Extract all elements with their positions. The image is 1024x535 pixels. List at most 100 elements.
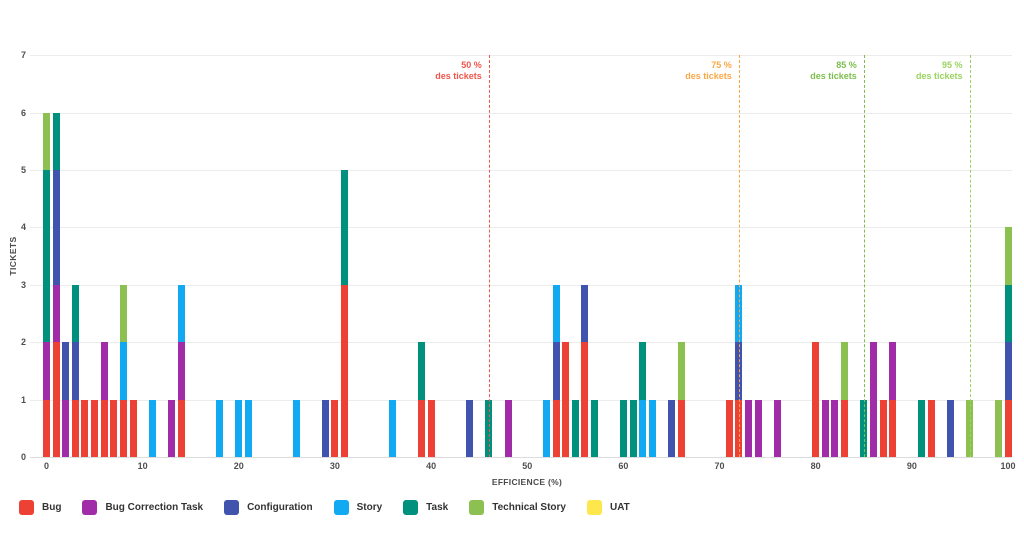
bar-x0-segment-task[interactable] xyxy=(43,170,50,343)
bar-x60-segment-task[interactable] xyxy=(619,399,627,457)
bar-x1-segment-bug[interactable] xyxy=(52,342,60,457)
bar-x65-segment-configuration[interactable] xyxy=(667,399,675,457)
bar-x40-segment-bug[interactable] xyxy=(427,399,435,457)
bar-x20-segment-story[interactable] xyxy=(235,399,243,457)
bar-x54-segment-bug[interactable] xyxy=(562,342,570,457)
bar-x4-segment-bug[interactable] xyxy=(81,399,89,457)
bar-x87-segment-bug[interactable] xyxy=(879,399,887,457)
bar-x83-segment-technical-story[interactable] xyxy=(841,342,849,400)
bar-x8-segment-bug[interactable] xyxy=(119,399,127,457)
bar-x71-segment-bug[interactable] xyxy=(725,399,733,457)
bar-x8-segment-story[interactable] xyxy=(119,342,127,400)
bar-x31-segment-task[interactable] xyxy=(341,170,349,285)
bar-x66-segment-technical-story[interactable] xyxy=(677,342,685,400)
x-tick-label-20: 20 xyxy=(233,461,244,471)
bar-x80-segment-bug[interactable] xyxy=(812,342,820,457)
bar-x83-segment-bug[interactable] xyxy=(841,399,849,457)
bar-x31-segment-bug[interactable] xyxy=(341,284,349,457)
bar-x14-segment-bug-correction-task[interactable] xyxy=(177,342,185,400)
bar-x0-segment-bug-correction-task[interactable] xyxy=(43,342,50,400)
bar-x82-segment-bug-correction-task[interactable] xyxy=(831,399,839,457)
legend-item-task[interactable]: Task xyxy=(403,500,448,515)
bar-x18-segment-story[interactable] xyxy=(216,399,224,457)
bar-x56-segment-bug[interactable] xyxy=(581,342,589,457)
bar-x48-segment-bug-correction-task[interactable] xyxy=(504,399,512,457)
reference-line-label-line: des tickets xyxy=(810,71,857,81)
legend-swatch-bug-correction-task xyxy=(82,500,98,515)
bar-x2-segment-configuration[interactable] xyxy=(62,342,70,400)
bar-x3-segment-bug[interactable] xyxy=(71,399,79,457)
bar-x5-segment-bug[interactable] xyxy=(91,399,99,457)
bar-x62-segment-story[interactable] xyxy=(639,399,647,457)
bar-x39-segment-bug[interactable] xyxy=(417,399,425,457)
bar-x57-segment-task[interactable] xyxy=(591,399,599,457)
bar-x94-segment-configuration[interactable] xyxy=(946,399,954,457)
bar-x11-segment-story[interactable] xyxy=(148,399,156,457)
bar-x6-segment-bug[interactable] xyxy=(100,399,108,457)
bar-x21-segment-story[interactable] xyxy=(244,399,252,457)
bar-x1-segment-bug-correction-task[interactable] xyxy=(52,284,60,343)
bar-x53-segment-configuration[interactable] xyxy=(552,342,560,400)
bar-x1-segment-configuration[interactable] xyxy=(52,170,60,285)
bar-x100-segment-configuration[interactable] xyxy=(1004,342,1012,400)
bar-x100-segment-bug[interactable] xyxy=(1004,399,1012,457)
legend-item-bug-correction-task[interactable]: Bug Correction Task xyxy=(82,500,203,515)
legend-item-uat[interactable]: UAT xyxy=(586,500,630,515)
legend-item-bug[interactable]: Bug xyxy=(19,500,61,515)
bar-x52-segment-story[interactable] xyxy=(542,399,550,457)
bar-x0-segment-bug[interactable] xyxy=(43,399,50,457)
bar-x3-segment-configuration[interactable] xyxy=(71,342,79,400)
bar-x99-segment-technical-story[interactable] xyxy=(994,399,1002,457)
bar-x55-segment-task[interactable] xyxy=(571,399,579,457)
legend-item-story[interactable]: Story xyxy=(333,500,382,515)
bar-x88-segment-bug-correction-task[interactable] xyxy=(889,342,897,400)
bar-x2-segment-bug-correction-task[interactable] xyxy=(62,399,70,457)
reference-line-label-95-: 95 % des tickets xyxy=(916,60,963,82)
bar-x39-segment-task[interactable] xyxy=(417,342,425,400)
bar-x91-segment-task[interactable] xyxy=(917,399,925,457)
bar-x100-segment-technical-story[interactable] xyxy=(1004,227,1012,285)
x-tick-label-30: 30 xyxy=(329,461,340,471)
bar-x29-segment-configuration[interactable] xyxy=(321,399,329,457)
bar-x76-segment-bug-correction-task[interactable] xyxy=(773,399,781,457)
bar-x14-segment-story[interactable] xyxy=(177,284,185,343)
bar-x13-segment-bug-correction-task[interactable] xyxy=(167,399,175,457)
legend-item-technical-story[interactable]: Technical Story xyxy=(469,500,566,515)
bar-x30-segment-bug[interactable] xyxy=(331,399,339,457)
bar-x8-segment-technical-story[interactable] xyxy=(119,284,127,343)
bar-x9-segment-bug[interactable] xyxy=(129,399,137,457)
bar-x100-segment-task[interactable] xyxy=(1004,284,1012,343)
bar-x92-segment-bug[interactable] xyxy=(927,399,935,457)
bar-x86-segment-bug-correction-task[interactable] xyxy=(869,342,877,457)
reference-line-75- xyxy=(738,55,740,457)
bar-x62-segment-task[interactable] xyxy=(639,342,647,400)
bar-x56-segment-configuration[interactable] xyxy=(581,284,589,343)
bar-x63-segment-story[interactable] xyxy=(648,399,656,457)
legend-item-configuration[interactable]: Configuration xyxy=(224,500,313,515)
gridline-y-3 xyxy=(30,284,1012,286)
bar-x74-segment-bug-correction-task[interactable] xyxy=(754,399,762,457)
bar-x14-segment-bug[interactable] xyxy=(177,399,185,457)
reference-line-label-line: des tickets xyxy=(916,71,963,81)
bar-x66-segment-bug[interactable] xyxy=(677,399,685,457)
legend-swatch-task xyxy=(403,500,419,515)
bar-x44-segment-configuration[interactable] xyxy=(466,399,474,457)
reference-line-label-line: 95 % xyxy=(942,60,963,70)
bar-x6-segment-bug-correction-task[interactable] xyxy=(100,342,108,400)
bar-x61-segment-task[interactable] xyxy=(629,399,637,457)
y-axis-title: TICKETS xyxy=(8,236,18,276)
bar-x73-segment-bug-correction-task[interactable] xyxy=(744,399,752,457)
reference-line-label-75-: 75 % des tickets xyxy=(685,60,732,82)
bar-x7-segment-bug[interactable] xyxy=(110,399,118,457)
bar-x0-segment-technical-story[interactable] xyxy=(43,112,50,170)
bar-x53-segment-story[interactable] xyxy=(552,284,560,343)
bar-x36-segment-story[interactable] xyxy=(389,399,397,457)
bar-x53-segment-bug[interactable] xyxy=(552,399,560,457)
bar-x88-segment-bug[interactable] xyxy=(889,399,897,457)
bar-x3-segment-task[interactable] xyxy=(71,284,79,343)
bar-x26-segment-story[interactable] xyxy=(292,399,300,457)
legend-label-configuration: Configuration xyxy=(247,502,313,513)
bar-x1-segment-task[interactable] xyxy=(52,112,60,170)
bar-x81-segment-bug-correction-task[interactable] xyxy=(821,399,829,457)
